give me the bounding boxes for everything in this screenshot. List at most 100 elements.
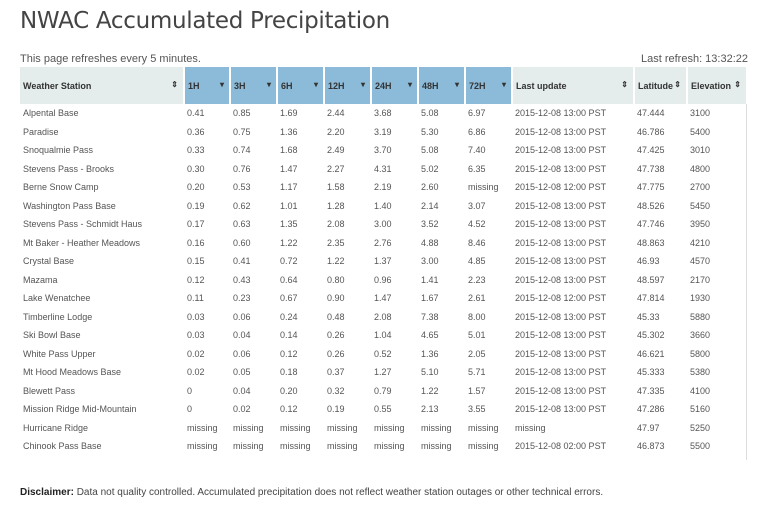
column-header-12h[interactable]: 12H ▾ — [324, 67, 372, 104]
cell-48h: missing — [421, 441, 452, 452]
cell-last-update: 2015-12-08 13:00 PST — [515, 237, 607, 248]
column-header-label: Latitude — [638, 80, 673, 91]
cell-1h: 0.03 — [187, 330, 205, 341]
cell-weather-station: Blewett Pass — [23, 385, 76, 396]
cell-1h: 0.36 — [187, 126, 205, 137]
table-row: Alpental Base 0.41 0.85 1.69 2.44 3.68 5.08 6.9… — [20, 104, 747, 123]
cell-6h: missing — [280, 441, 311, 452]
cell-last-update: 2015-12-08 13:00 PST — [515, 126, 607, 137]
cell-3h: 0.06 — [233, 311, 251, 322]
cell-last-update: 2015-12-08 13:00 PST — [515, 385, 607, 396]
sort-desc-icon[interactable]: ▾ — [407, 80, 412, 89]
cell-latitude: 47.97 — [637, 422, 660, 433]
cell-24h: 3.68 — [374, 108, 392, 119]
cell-24h: 1.04 — [374, 330, 392, 341]
cell-3h: 0.23 — [233, 293, 251, 304]
sort-desc-icon[interactable]: ▾ — [454, 80, 459, 89]
sort-desc-icon[interactable]: ▾ — [501, 80, 506, 89]
column-header-elevation[interactable]: Elevation ⇕ — [687, 67, 748, 104]
cell-72h: 2.23 — [468, 274, 486, 285]
cell-3h: 0.04 — [233, 385, 251, 396]
cell-latitude: 45.302 — [637, 330, 665, 341]
cell-24h: missing — [374, 422, 405, 433]
cell-latitude: 47.444 — [637, 108, 665, 119]
column-header-72h[interactable]: 72H ▾ — [465, 67, 513, 104]
cell-72h: missing — [468, 422, 499, 433]
cell-3h: 0.60 — [233, 237, 251, 248]
sort-icon[interactable]: ⇕ — [734, 80, 741, 89]
cell-6h: 0.14 — [280, 330, 298, 341]
cell-last-update: 2015-12-08 12:00 PST — [515, 182, 607, 193]
cell-72h: 2.05 — [468, 348, 486, 359]
sort-icon[interactable]: ⇕ — [621, 80, 628, 89]
column-header-24h[interactable]: 24H ▾ — [371, 67, 419, 104]
cell-72h: 3.07 — [468, 200, 486, 211]
cell-latitude: 45.333 — [637, 367, 665, 378]
column-header-last-update[interactable]: Last update ⇕ — [512, 67, 635, 104]
cell-24h: 2.08 — [374, 311, 392, 322]
cell-elevation: 5400 — [690, 126, 711, 137]
cell-72h: 4.85 — [468, 256, 486, 267]
cell-last-update: 2015-12-08 13:00 PST — [515, 108, 607, 119]
column-header-48h[interactable]: 48H ▾ — [418, 67, 466, 104]
cell-6h: 0.24 — [280, 311, 298, 322]
cell-elevation: 5380 — [690, 367, 711, 378]
cell-72h: 8.46 — [468, 237, 486, 248]
cell-latitude: 48.597 — [637, 274, 665, 285]
cell-last-update: 2015-12-08 13:00 PST — [515, 404, 607, 415]
cell-12h: 1.22 — [327, 256, 345, 267]
sort-desc-icon[interactable]: ▾ — [219, 80, 224, 89]
cell-latitude: 47.425 — [637, 145, 665, 156]
column-header-3h[interactable]: 3H ▾ — [230, 67, 278, 104]
cell-24h: 2.76 — [374, 237, 392, 248]
column-header-weather-station[interactable]: Weather Station ⇕ — [20, 67, 185, 104]
cell-3h: 0.05 — [233, 367, 251, 378]
cell-1h: 0.33 — [187, 145, 205, 156]
table-row: Stevens Pass - Schmidt Haus 0.17 0.63 1.35 2… — [20, 215, 747, 234]
cell-elevation: 5160 — [690, 404, 711, 415]
sort-desc-icon[interactable]: ▾ — [266, 80, 271, 89]
column-header-1h[interactable]: 1H ▾ — [184, 67, 231, 104]
cell-72h: 4.52 — [468, 219, 486, 230]
cell-24h: 3.00 — [374, 219, 392, 230]
table-row: Hurricane Ridge missing missing missing miss… — [20, 419, 747, 438]
sort-desc-icon[interactable]: ▾ — [360, 80, 365, 89]
cell-6h: 1.68 — [280, 145, 298, 156]
cell-weather-station: Mazama — [23, 274, 58, 285]
cell-3h: 0.74 — [233, 145, 251, 156]
cell-last-update: 2015-12-08 12:00 PST — [515, 293, 607, 304]
sort-icon[interactable]: ⇕ — [171, 80, 178, 89]
sort-desc-icon[interactable]: ▾ — [313, 80, 318, 89]
cell-6h: 0.12 — [280, 348, 298, 359]
cell-12h: 0.80 — [327, 274, 345, 285]
column-header-label: 24H — [375, 80, 392, 91]
cell-elevation: 5500 — [690, 441, 711, 452]
cell-latitude: 47.814 — [637, 293, 665, 304]
cell-elevation: 5880 — [690, 311, 711, 322]
cell-1h: 0.16 — [187, 237, 205, 248]
cell-last-update: 2015-12-08 13:00 PST — [515, 219, 607, 230]
column-header-latitude[interactable]: Latitude ⇕ — [634, 67, 688, 104]
cell-1h: 0.15 — [187, 256, 205, 267]
column-header-6h[interactable]: 6H ▾ — [277, 67, 325, 104]
table-row: Stevens Pass - Brooks 0.30 0.76 1.47 2.27 4.3… — [20, 160, 747, 179]
cell-latitude: 47.286 — [637, 404, 665, 415]
cell-3h: 0.53 — [233, 182, 251, 193]
cell-48h: 5.02 — [421, 163, 439, 174]
cell-3h: 0.62 — [233, 200, 251, 211]
cell-72h: missing — [468, 182, 499, 193]
cell-3h: 0.41 — [233, 256, 251, 267]
cell-24h: 0.52 — [374, 348, 392, 359]
cell-72h: missing — [468, 441, 499, 452]
cell-1h: 0.17 — [187, 219, 205, 230]
cell-weather-station: Stevens Pass - Brooks — [23, 163, 115, 174]
cell-3h: missing — [233, 422, 264, 433]
cell-6h: 0.64 — [280, 274, 298, 285]
cell-latitude: 47.775 — [637, 182, 665, 193]
cell-6h: 1.17 — [280, 182, 298, 193]
cell-12h: 2.49 — [327, 145, 345, 156]
cell-3h: 0.04 — [233, 330, 251, 341]
sort-icon[interactable]: ⇕ — [674, 80, 681, 89]
cell-1h: missing — [187, 441, 218, 452]
cell-weather-station: Berne Snow Camp — [23, 182, 99, 193]
